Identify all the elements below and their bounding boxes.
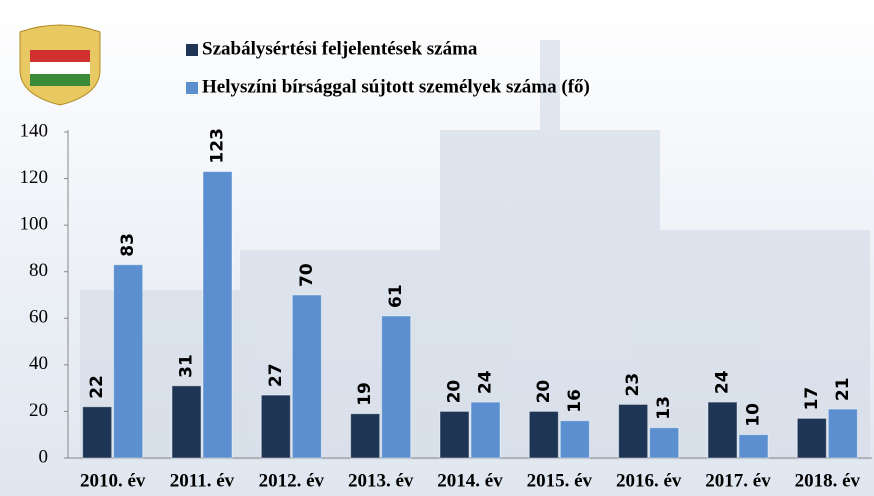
- bar: [381, 315, 412, 459]
- x-tick-label: 2011. év: [170, 470, 235, 491]
- x-tick-label: 2015. év: [527, 470, 593, 491]
- bar: [171, 385, 202, 459]
- y-tick-label: 100: [20, 214, 49, 235]
- bar: [202, 171, 233, 459]
- y-tick-label: 80: [29, 260, 48, 281]
- x-tick-label: 2012. év: [259, 470, 325, 491]
- y-tick-label: 120: [20, 167, 49, 188]
- bar: [439, 410, 470, 459]
- legend-swatch: [186, 82, 198, 94]
- bar: [827, 408, 858, 459]
- data-label: 10: [744, 403, 764, 427]
- y-tick-label: 40: [29, 353, 48, 374]
- bar: [649, 427, 680, 459]
- data-label: 123: [208, 128, 228, 164]
- x-tick-label: 2010. év: [80, 470, 146, 491]
- data-label: 17: [802, 387, 822, 411]
- data-label: 21: [833, 377, 853, 401]
- bar: [528, 410, 559, 459]
- bar: [291, 294, 322, 459]
- y-tick-label: 140: [20, 120, 49, 141]
- y-tick-label: 60: [29, 307, 48, 328]
- data-label: 31: [177, 354, 197, 378]
- data-label: 24: [713, 370, 733, 394]
- legend-label: Helyszíni bírsággal sújtott személyek sz…: [202, 76, 590, 97]
- bar: [113, 264, 144, 459]
- data-label: 19: [355, 382, 375, 406]
- data-label: 16: [565, 389, 585, 413]
- legend-swatch: [186, 44, 198, 56]
- x-tick-label: 2013. év: [348, 470, 414, 491]
- bar: [559, 420, 590, 459]
- data-label: 22: [87, 375, 107, 399]
- bar: [738, 434, 769, 459]
- data-label: 61: [386, 284, 406, 308]
- y-tick-label: 20: [29, 400, 48, 421]
- x-tick-label: 2017. év: [705, 470, 771, 491]
- data-label: 20: [534, 380, 554, 404]
- bar: [82, 406, 113, 459]
- x-tick-label: 2016. év: [616, 470, 682, 491]
- police-badge: [19, 24, 101, 106]
- x-tick-label: 2014. év: [437, 470, 503, 491]
- bar: [707, 401, 738, 459]
- y-tick-label: 0: [39, 446, 49, 467]
- x-tick-label: 2018. év: [795, 470, 861, 491]
- legend-label: Szabálysértési feljelentések száma: [202, 38, 478, 59]
- bar: [350, 413, 381, 459]
- bar: [618, 403, 649, 459]
- bar: [470, 401, 501, 459]
- data-label: 27: [266, 363, 286, 387]
- data-label: 24: [476, 370, 496, 394]
- data-label: 20: [445, 380, 465, 404]
- data-label: 70: [297, 263, 317, 287]
- bar: [260, 394, 291, 459]
- bar: [796, 417, 827, 459]
- data-label: 23: [623, 373, 643, 397]
- data-label: 83: [118, 233, 138, 257]
- data-label: 13: [654, 396, 674, 420]
